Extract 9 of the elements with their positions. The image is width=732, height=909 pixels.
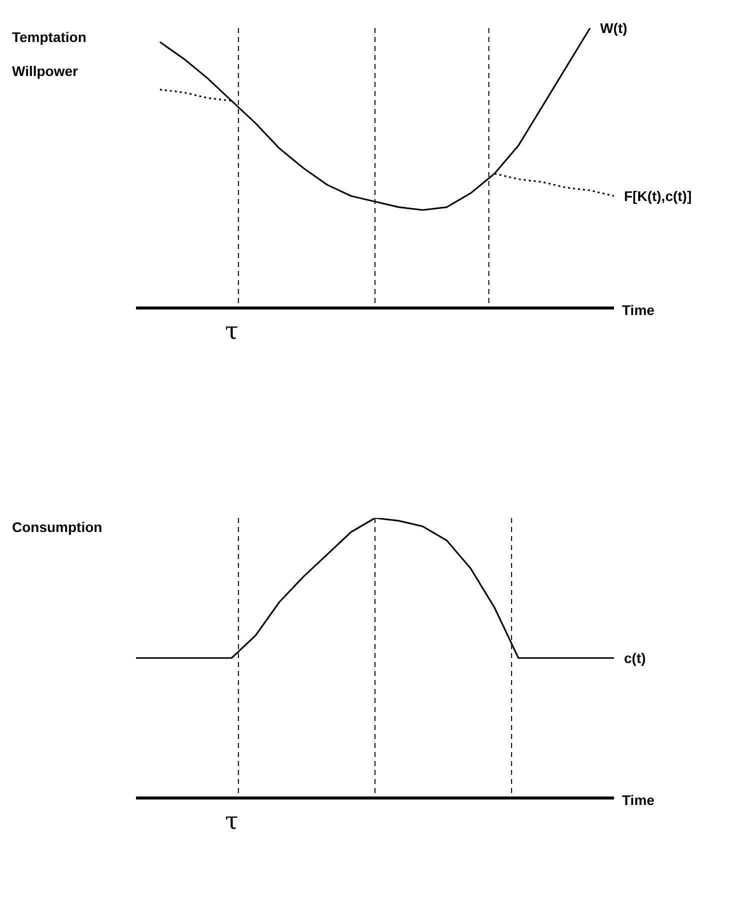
text: τ [224,807,238,836]
series-label: W(t) [600,20,628,36]
text: Temptation Willpower [12,29,86,79]
x-axis-title: Time [622,302,655,318]
text: τ [224,317,238,346]
y-axis-title: Consumption [12,518,102,537]
x-axis-title: Time [622,792,655,808]
series-label: F[K(t),c(t)] [624,188,692,204]
series-label: c(t) [624,650,646,666]
